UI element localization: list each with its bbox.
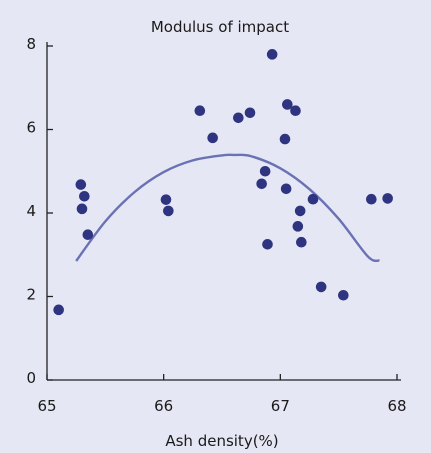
- data-point: [296, 236, 307, 248]
- data-point: [160, 194, 172, 205]
- data-point: [315, 281, 327, 293]
- data-point: [262, 239, 273, 250]
- data-point: [76, 203, 88, 215]
- x-tick-label: 66: [154, 397, 173, 415]
- curve-layer: [75, 153, 380, 263]
- data-point: [338, 289, 349, 301]
- data-point: [233, 112, 244, 124]
- data-point: [292, 221, 304, 232]
- data-point: [266, 49, 278, 60]
- x-axis-label: Ash density(%): [165, 432, 278, 450]
- x-tick-label: 67: [271, 397, 290, 415]
- data-point: [82, 229, 94, 241]
- y-tick-label: 0: [26, 369, 36, 387]
- data-point: [307, 193, 319, 205]
- data-point: [53, 304, 64, 316]
- y-tick-label: 4: [26, 202, 36, 220]
- data-point: [79, 191, 90, 202]
- y-tick-label: 8: [26, 35, 36, 53]
- data-point: [256, 178, 267, 190]
- data-point: [294, 205, 306, 217]
- data-point: [382, 193, 393, 204]
- data-point: [75, 179, 87, 190]
- data-point: [290, 105, 301, 117]
- x-tick-label: 68: [387, 397, 406, 415]
- data-point: [244, 107, 256, 119]
- y-tick-label: 2: [26, 286, 36, 304]
- points-layer: [53, 49, 393, 316]
- x-ticks: 65 66 67 68: [37, 374, 407, 415]
- axes: [46, 42, 401, 381]
- data-point: [259, 165, 271, 177]
- chart-title: Modulus of impact: [151, 18, 289, 36]
- data-point: [282, 99, 293, 110]
- data-point: [279, 133, 291, 145]
- data-point: [280, 183, 292, 195]
- x-tick-label: 65: [37, 397, 56, 415]
- y-ticks: 0 2 4 6 8: [26, 35, 53, 387]
- y-tick-label: 6: [26, 119, 36, 137]
- data-point: [163, 205, 174, 217]
- data-point: [207, 132, 218, 144]
- data-point: [366, 193, 377, 205]
- data-point: [194, 105, 206, 117]
- fitted-curve: [75, 153, 380, 263]
